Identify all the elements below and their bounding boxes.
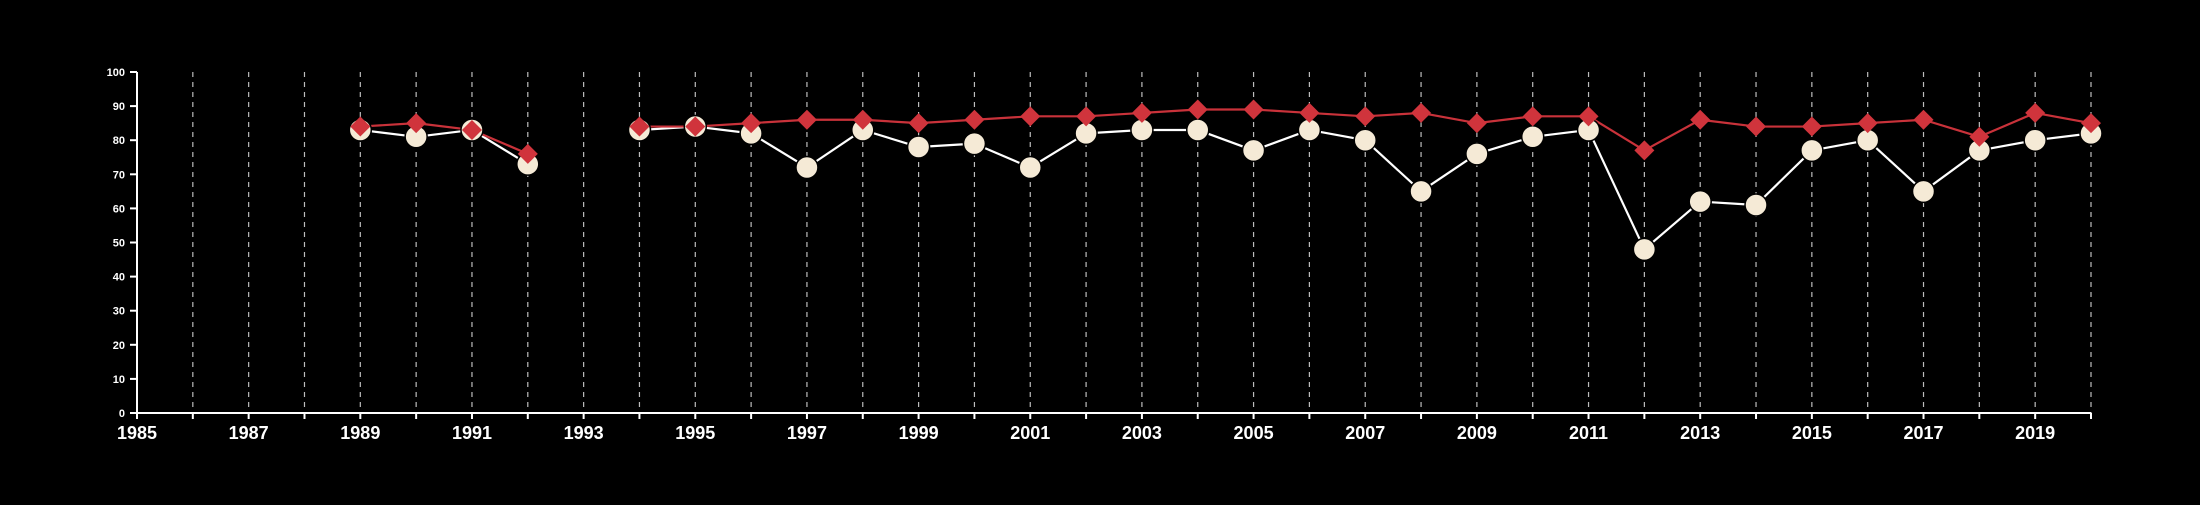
- series-1-point-1992: [517, 143, 538, 164]
- x-tick-label-2011: 2011: [1569, 423, 1608, 443]
- x-tick-label-2003: 2003: [1122, 423, 1162, 443]
- series-1-point-2004: [1187, 99, 1208, 120]
- series-1-point-2001: [1020, 106, 1041, 127]
- series-0-point-2017: [1911, 179, 1936, 204]
- y-tick-label-0: 0: [119, 408, 125, 420]
- series-0-point-2007: [1353, 128, 1377, 152]
- x-tick-label-1989: 1989: [340, 423, 380, 443]
- series-1-point-1999: [908, 113, 929, 134]
- series-0-point-2005: [1241, 138, 1266, 163]
- series-0-point-1999: [906, 135, 931, 159]
- y-tick-label-90: 90: [113, 101, 125, 113]
- series-0-point-2010: [1520, 125, 1545, 149]
- y-tick-label-10: 10: [113, 374, 125, 386]
- x-tick-label-2015: 2015: [1792, 423, 1832, 443]
- series-1-point-2018: [1969, 126, 1990, 147]
- y-tick-label-60: 60: [113, 203, 125, 215]
- series-1-point-2011: [1578, 106, 1599, 127]
- series-1-point-2009: [1466, 113, 1487, 134]
- series-1-point-2000: [964, 109, 985, 130]
- series-0-point-2000: [962, 131, 987, 156]
- series-1-point-2015: [1801, 116, 1822, 137]
- x-tick-label-1985: 1985: [117, 423, 157, 443]
- series-1-point-2007: [1355, 106, 1376, 127]
- series-0-point-2001: [1018, 155, 1043, 180]
- x-tick-label-1991: 1991: [452, 423, 492, 443]
- series-1-point-2010: [1522, 106, 1543, 127]
- series-1-point-2014: [1746, 116, 1767, 137]
- y-tick-label-30: 30: [113, 306, 125, 318]
- x-tick-label-1995: 1995: [675, 423, 715, 443]
- series-1-point-1989: [350, 116, 371, 137]
- series-1-line-segment-0: [360, 122, 529, 155]
- x-tick-label-1997: 1997: [787, 423, 827, 443]
- series-0-point-2013: [1688, 189, 1712, 214]
- series-0-point-1997: [795, 155, 819, 180]
- y-tick-label-20: 20: [113, 340, 125, 352]
- x-tick-label-2019: 2019: [2015, 423, 2055, 443]
- y-tick-label-40: 40: [113, 272, 125, 284]
- series-1-point-2002: [1076, 106, 1097, 127]
- x-tick-label-2007: 2007: [1345, 423, 1385, 443]
- series-0-point-2008: [1409, 179, 1433, 204]
- x-tick-label-1987: 1987: [229, 423, 269, 443]
- series-1-point-2020: [2081, 113, 2101, 134]
- series-1-point-1990: [406, 113, 427, 134]
- series-0-point-2014: [1744, 193, 1768, 217]
- series-1-point-2008: [1411, 102, 1432, 123]
- series-1-point-1998: [852, 109, 873, 130]
- x-tick-label-2009: 2009: [1457, 423, 1497, 443]
- series-0-point-2012: [1632, 237, 1657, 262]
- x-tick-label-2005: 2005: [1234, 423, 1274, 443]
- x-tick-label-2013: 2013: [1680, 423, 1720, 443]
- series-1-point-2006: [1299, 102, 1320, 123]
- series-0-point-2019: [2023, 128, 2047, 152]
- series-1-point-1995: [685, 116, 706, 137]
- series-0-point-2009: [1465, 142, 1489, 166]
- x-tick-label-1999: 1999: [899, 423, 939, 443]
- series-1-point-2019: [2025, 102, 2046, 123]
- series-1-point-2012: [1634, 140, 1655, 161]
- series-0-line-segment-0: [360, 128, 529, 166]
- series-1-point-1997: [796, 109, 817, 130]
- series-0-point-2004: [1185, 118, 1210, 142]
- y-tick-label-50: 50: [113, 238, 125, 250]
- series-1-point-2016: [1857, 113, 1878, 134]
- x-tick-label-2017: 2017: [1903, 423, 1943, 443]
- series-1-point-1991: [461, 119, 482, 140]
- series-1-point-2017: [1913, 109, 1934, 130]
- y-tick-label-100: 100: [107, 67, 125, 79]
- x-tick-label-2001: 2001: [1010, 423, 1050, 443]
- series-0-point-2015: [1800, 138, 1824, 163]
- series-1-point-2003: [1131, 102, 1152, 123]
- series-1-point-2005: [1243, 99, 1264, 120]
- x-tick-label-1993: 1993: [564, 423, 604, 443]
- series-1-point-1996: [741, 113, 762, 134]
- y-tick-label-80: 80: [113, 135, 125, 147]
- y-tick-label-70: 70: [113, 169, 125, 181]
- series-1-point-1994: [629, 116, 650, 137]
- series-1-point-2013: [1690, 109, 1711, 130]
